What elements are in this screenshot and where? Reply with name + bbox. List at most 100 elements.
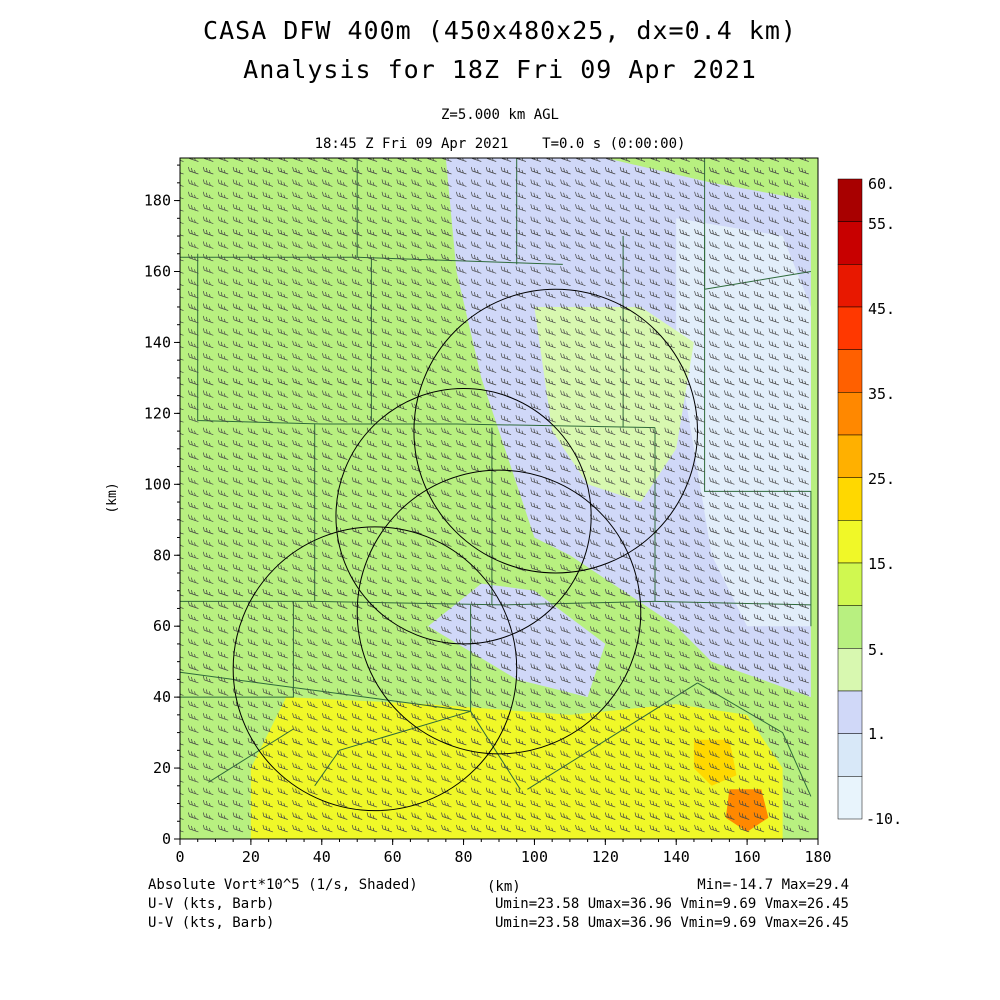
wind-barb xyxy=(649,489,661,498)
wind-barb xyxy=(396,663,407,671)
wind-barb xyxy=(724,514,735,522)
wind-barb xyxy=(709,787,720,796)
wind-barb xyxy=(679,526,690,535)
wind-barb xyxy=(500,812,512,820)
wind-barb xyxy=(768,713,780,721)
wind-barb xyxy=(604,303,616,311)
wind-barb xyxy=(307,253,318,262)
wind-barb xyxy=(396,477,407,485)
wind-barb xyxy=(515,613,527,622)
wind-barb xyxy=(262,266,274,274)
wind-barb xyxy=(724,824,735,833)
wind-barb xyxy=(322,390,333,398)
wind-barb xyxy=(456,688,467,696)
wind-barb xyxy=(217,651,229,659)
wind-barb xyxy=(232,762,244,771)
wind-barb xyxy=(694,427,705,436)
wind-barb xyxy=(232,315,244,324)
wind-barb xyxy=(456,303,467,311)
wind-barb xyxy=(619,365,631,373)
wind-barb xyxy=(427,158,437,162)
wind-barb xyxy=(366,415,378,423)
wind-barb xyxy=(322,800,333,808)
wind-barb xyxy=(619,216,631,224)
wind-barb xyxy=(619,477,631,485)
wind-barb xyxy=(322,787,333,796)
wind-barb xyxy=(515,700,527,709)
wind-barb xyxy=(277,489,288,498)
wind-barb xyxy=(530,514,541,522)
wind-barb xyxy=(322,564,333,572)
wind-barb xyxy=(798,812,809,820)
wind-barb xyxy=(456,564,467,572)
wind-barb xyxy=(545,576,556,584)
wind-barb xyxy=(590,800,601,808)
wind-barb xyxy=(336,713,348,721)
wind-barb xyxy=(188,489,199,498)
wind-barb xyxy=(366,762,378,771)
wind-barb xyxy=(590,688,601,696)
wind-barb xyxy=(545,750,556,758)
wind-barb xyxy=(307,526,318,535)
wind-barb xyxy=(500,750,512,758)
wind-barb xyxy=(470,340,482,349)
wind-barb xyxy=(515,800,527,808)
wind-barb xyxy=(634,700,646,709)
wind-barb xyxy=(590,415,601,423)
wind-barb xyxy=(679,253,690,262)
wind-barb xyxy=(202,812,214,820)
wind-barb xyxy=(604,700,616,709)
wind-barb xyxy=(232,601,244,609)
wind-barb xyxy=(530,526,541,535)
wind-barb xyxy=(232,464,244,473)
wind-barb xyxy=(634,663,646,671)
wind-barb xyxy=(724,551,735,560)
wind-barb xyxy=(783,601,795,609)
wind-barb xyxy=(560,651,571,659)
wind-barb xyxy=(724,576,735,584)
wind-barb xyxy=(217,675,229,684)
wind-barb xyxy=(768,477,780,485)
wind-barb xyxy=(336,800,348,808)
wind-barb xyxy=(188,253,199,262)
wind-barb xyxy=(441,725,452,733)
wind-barb xyxy=(753,266,765,274)
wind-barb xyxy=(649,315,661,324)
wind-barb xyxy=(798,638,809,647)
wind-barb xyxy=(292,514,303,522)
wind-barb xyxy=(679,762,690,771)
wind-barb xyxy=(396,452,407,460)
wind-barb xyxy=(753,812,765,820)
wind-barb xyxy=(202,440,214,448)
wind-barb xyxy=(396,216,407,224)
wind-barb xyxy=(709,191,720,200)
wind-barb xyxy=(381,489,393,498)
wind-barb xyxy=(724,725,735,733)
wind-barb xyxy=(441,613,452,622)
wind-barb xyxy=(679,464,690,473)
wind-barb xyxy=(277,663,288,671)
wind-barb xyxy=(768,613,780,622)
wind-barb xyxy=(575,340,586,349)
wind-barb xyxy=(485,576,497,584)
wind-barb xyxy=(679,713,690,721)
wind-barb xyxy=(411,700,422,709)
wind-barb xyxy=(441,477,452,485)
wind-barb xyxy=(485,526,497,535)
wind-barb xyxy=(783,179,795,187)
wind-barb xyxy=(262,613,274,622)
wind-barb xyxy=(575,564,586,572)
wind-barb xyxy=(619,328,631,336)
wind-barb xyxy=(530,663,541,671)
wind-barb xyxy=(753,638,765,647)
wind-barbs xyxy=(180,158,809,833)
wind-barb xyxy=(619,179,631,187)
county-line-6 xyxy=(180,601,294,698)
wind-barb xyxy=(500,303,512,311)
wind-barb xyxy=(619,564,631,572)
wind-barb xyxy=(515,440,527,448)
wind-barb xyxy=(738,266,750,274)
wind-barb xyxy=(724,502,735,510)
wind-barb xyxy=(441,800,452,808)
wind-barb xyxy=(308,158,318,162)
